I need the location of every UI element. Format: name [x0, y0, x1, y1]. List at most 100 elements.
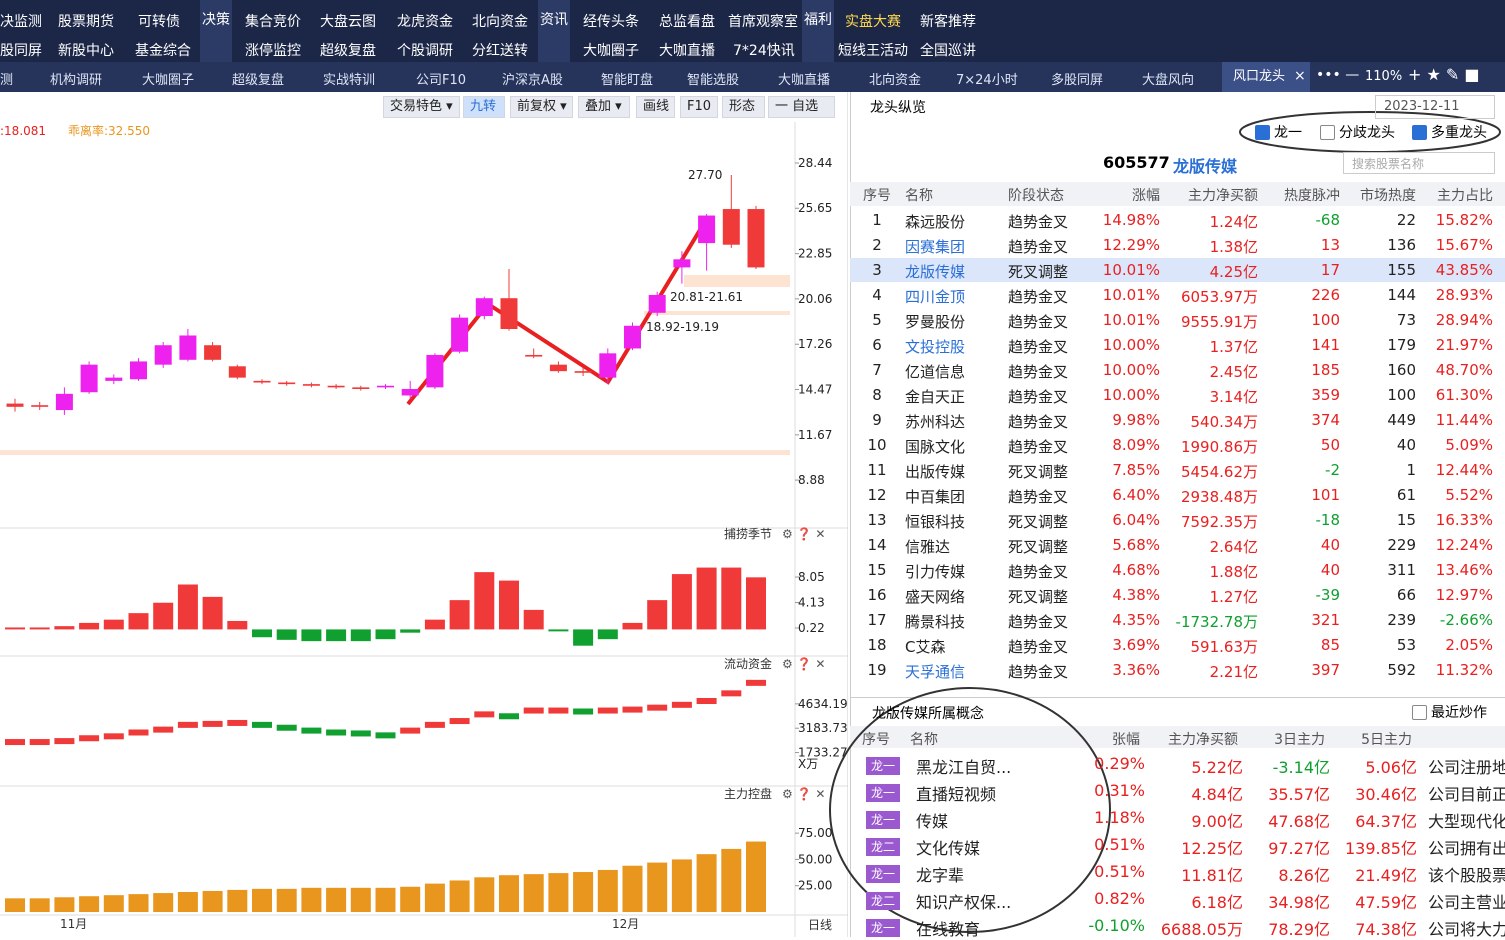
table-cell: 239: [1387, 611, 1416, 629]
table-cell: 85: [1320, 636, 1340, 654]
filter-checkbox[interactable]: 龙一: [1255, 122, 1302, 142]
table-cell: 1.38亿: [1209, 238, 1258, 256]
table-cell: 141: [1311, 336, 1340, 354]
table-cell: 101: [1311, 486, 1340, 504]
indicator: 乖离率:32.550: [68, 123, 150, 138]
label: 最近炒作: [1431, 705, 1487, 721]
toolbar-button[interactable]: 九转: [463, 96, 505, 118]
table-cell: 2.45亿: [1209, 363, 1258, 381]
panel-icons: ⚙ ❓ ✕: [782, 527, 825, 541]
table-cell: 540.34万: [1190, 413, 1259, 431]
table-cell: -2.66%: [1439, 611, 1493, 629]
level-bar: [128, 729, 149, 736]
table-cell: 11.44%: [1435, 411, 1493, 429]
table-cell: 趋势金叉: [1008, 488, 1069, 506]
bar: [721, 567, 742, 630]
table-cell: 2.64亿: [1209, 538, 1258, 556]
level-bar: [573, 708, 594, 715]
table-cell: 趋势金叉: [1008, 313, 1069, 331]
menu-item: 决监测: [0, 14, 42, 30]
table-cell: 15.82%: [1435, 211, 1493, 229]
menu-item: 基金综合: [135, 43, 191, 59]
bar: [252, 888, 272, 912]
column-header: 热度脉冲: [1284, 188, 1340, 204]
panel-title: 流动资金: [724, 656, 772, 671]
checkbox[interactable]: [1412, 125, 1427, 140]
table-cell: 7.85%: [1112, 461, 1160, 479]
tab[interactable]: 风口龙头: [1222, 62, 1310, 92]
candle-body: [253, 380, 271, 383]
toolbar-button[interactable]: F10: [680, 96, 718, 118]
table-cell: 6: [872, 336, 882, 354]
table-cell: 传媒: [916, 812, 949, 831]
bar: [622, 622, 643, 630]
table-cell: 160: [1387, 361, 1416, 379]
table-cell: 374: [1311, 411, 1340, 429]
table-cell: 35.57亿: [1268, 785, 1330, 804]
table-cell: 森远股份: [905, 213, 966, 231]
tab: 大咖圈子: [142, 73, 195, 88]
bar: [474, 877, 495, 912]
toolbar-button[interactable]: 交易特色 ▾: [383, 96, 460, 118]
table-cell: 趋势金叉: [1008, 213, 1069, 231]
bar: [671, 859, 692, 912]
candle-body: [451, 317, 469, 352]
table-cell: 趋势金叉: [1008, 413, 1069, 431]
table-cell: 397: [1311, 661, 1340, 679]
table-cell: 8.26亿: [1278, 866, 1330, 885]
table-cell: 591.63万: [1190, 638, 1259, 656]
toolbar-button[interactable]: 形态: [722, 96, 765, 118]
level-bar: [227, 719, 248, 726]
table-cell: 4.68%: [1112, 561, 1160, 579]
table-cell: 15: [867, 561, 887, 579]
table-cell: 359: [1311, 386, 1340, 404]
candle-body: [80, 364, 98, 393]
recent-checkbox[interactable]: 最近炒作: [1412, 702, 1487, 722]
checkbox[interactable]: [1255, 125, 1270, 140]
filter-checkbox[interactable]: 多重龙头: [1412, 122, 1487, 142]
table-cell: 14: [867, 536, 887, 554]
column-header: 名称: [910, 732, 938, 748]
table-cell: 13: [1320, 236, 1340, 254]
menu-item: 分红送转: [472, 43, 528, 59]
toolbar-button[interactable]: 前复权 ▾: [510, 96, 573, 118]
table-cell: 30.46亿: [1355, 785, 1417, 804]
label: 多重龙头: [1431, 125, 1487, 141]
level-bar: [103, 733, 124, 740]
table-cell: -3.14亿: [1272, 758, 1330, 777]
panel-title: 龙版传媒所属概念: [872, 706, 984, 722]
bar: [177, 892, 198, 912]
table-cell: 3.36%: [1112, 661, 1160, 679]
level-bar: [548, 707, 569, 714]
bar: [252, 629, 272, 638]
table-cell: 15: [1396, 511, 1416, 529]
toolbar-button[interactable]: 画线: [636, 96, 675, 118]
filter-checkbox[interactable]: 分歧龙头: [1320, 122, 1395, 142]
date-box[interactable]: 2023-12-11: [1375, 95, 1495, 119]
checkbox[interactable]: [1320, 125, 1335, 140]
bar: [29, 898, 50, 912]
level-bar: [350, 730, 371, 737]
table-cell: 龙字辈: [916, 866, 965, 885]
candle-body: [648, 294, 666, 313]
toolbar-button[interactable]: 叠加 ▾: [578, 96, 630, 118]
toolbar-button[interactable]: 一 自选: [768, 96, 835, 118]
level-bar: [29, 739, 50, 746]
search-box[interactable]: 搜索股票名称: [1343, 152, 1495, 174]
table-cell: 185: [1311, 361, 1340, 379]
menu-group: 资讯: [538, 0, 570, 62]
right-panel: [850, 92, 1505, 937]
tab-icons: + ★ ✎ ■: [1408, 65, 1480, 84]
table-cell: 14.98%: [1102, 211, 1160, 229]
bar: [597, 629, 618, 640]
table-cell: 66: [1396, 586, 1416, 604]
table-cell: 9.98%: [1112, 411, 1160, 429]
checkbox[interactable]: [1412, 705, 1427, 720]
table-cell: 22: [1396, 211, 1416, 229]
menu-item: 大咖直播: [659, 43, 715, 59]
table-cell: 12.25亿: [1181, 839, 1243, 858]
level-bar: [252, 721, 272, 728]
table-cell: 2938.48万: [1180, 488, 1258, 506]
table-cell: 公司目前正: [1428, 785, 1505, 804]
table-cell: 34.98亿: [1268, 893, 1330, 912]
